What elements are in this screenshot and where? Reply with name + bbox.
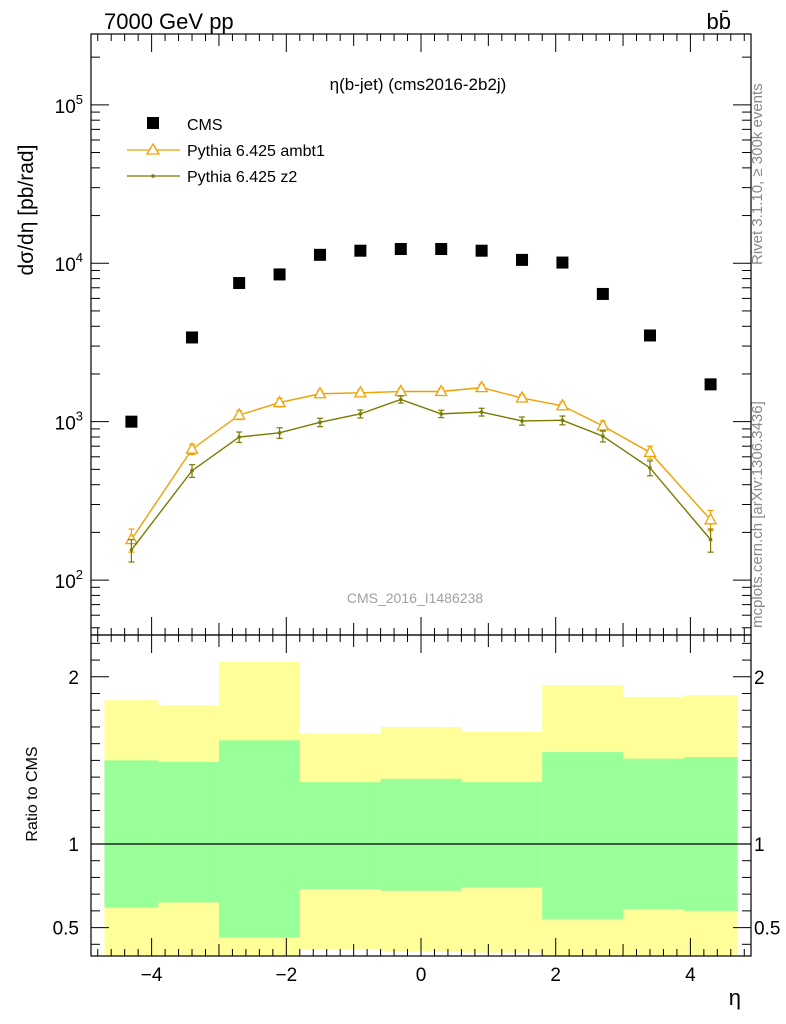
band-inner — [299, 782, 381, 890]
data-point-cms — [313, 248, 326, 261]
series-2 — [128, 395, 714, 563]
data-point-ambt1 — [185, 441, 199, 454]
legend-marker-z2 — [151, 174, 155, 178]
data-point-cms — [516, 253, 529, 266]
x-tick-label: 0 — [416, 965, 427, 986]
data-point-z2 — [601, 434, 605, 438]
legend-label-ambt1: Pythia 6.425 ambt1 — [187, 143, 325, 160]
series-line — [130, 386, 712, 541]
data-point-ambt1 — [596, 418, 610, 431]
data-point-ambt1 — [703, 512, 718, 525]
data-point-ambt1 — [353, 385, 367, 398]
data-point-cms — [394, 243, 407, 256]
y-tick-label-base: 10 — [55, 572, 76, 593]
band-inner — [623, 758, 684, 910]
data-point-cms — [704, 378, 717, 391]
legend-label-cms: CMS — [187, 117, 223, 134]
data-point-z2 — [560, 418, 565, 423]
data-point-ambt1 — [434, 384, 448, 397]
y-tick-label-base: 10 — [55, 97, 76, 118]
data-point-z2 — [648, 466, 652, 470]
data-point-z2 — [398, 397, 403, 402]
process-label: bb̄ — [707, 9, 731, 34]
band-inner — [158, 762, 219, 903]
y-tick-label: 104 — [55, 250, 83, 276]
ratio-axes: −4 −2 0 2 4 0.5 0.5 1 1 2 2 — [53, 634, 780, 986]
data-point-cms — [643, 329, 656, 342]
series-0 — [125, 243, 717, 428]
data-point-cms — [435, 243, 448, 256]
band-inner — [542, 752, 624, 920]
band-inner — [461, 782, 543, 888]
watermark: CMS_2016_I1486238 — [347, 590, 483, 606]
x-tick-label: 2 — [550, 965, 561, 986]
energy-label: 7000 GeV pp — [104, 9, 234, 34]
ratio-tick-label-right: 0.5 — [754, 919, 780, 940]
rivet-label: Rivet 3.1.10, ≥ 300k events — [749, 83, 766, 265]
data-point-z2 — [190, 468, 194, 473]
legend-label-z2: Pythia 6.425 z2 — [187, 169, 297, 186]
data-point-ambt1 — [475, 380, 489, 393]
data-point-z2 — [439, 412, 444, 416]
data-point-ambt1 — [394, 384, 408, 397]
y-axis-label: dσ/dη [pb/rad] — [15, 145, 38, 276]
source-label: mcplots.cern.ch [arXiv:1306.3436] — [749, 401, 766, 628]
data-point-z2 — [520, 419, 524, 423]
y-tick-label-exponent: 5 — [76, 92, 83, 107]
y-tick-label-exponent: 3 — [76, 409, 83, 424]
ratio-tick-label-right: 2 — [754, 668, 765, 689]
data-point-ambt1 — [313, 386, 327, 399]
ratio-tick-label-left: 0.5 — [53, 919, 79, 940]
band-inner — [104, 760, 159, 908]
data-point-ambt1 — [232, 407, 246, 420]
y-tick-label: 103 — [55, 409, 83, 435]
x-tick-label: 4 — [685, 965, 696, 986]
band-inner — [683, 757, 738, 911]
data-point-ambt1 — [643, 445, 657, 458]
ratio-tick-label-left: 1 — [68, 835, 79, 856]
ratio-tick-label-left: 2 — [68, 668, 79, 689]
data-point-z2 — [708, 537, 713, 542]
data-point-cms — [556, 256, 569, 269]
data-point-z2 — [129, 548, 134, 552]
series-line — [130, 398, 712, 551]
series-1 — [124, 380, 718, 553]
data-point-z2 — [237, 435, 241, 439]
ratio-y-axis-label: Ratio to CMS — [24, 746, 41, 841]
data-point-cms — [596, 287, 609, 300]
data-point-cms — [186, 331, 199, 344]
y-tick-label: 102 — [55, 567, 83, 593]
data-point-cms — [233, 277, 246, 290]
band-inner — [380, 778, 462, 891]
series-layer — [124, 243, 718, 563]
y-tick-label-base: 10 — [55, 255, 76, 276]
x-tick-label: −4 — [141, 965, 163, 986]
data-point-z2 — [277, 431, 282, 435]
data-point-cms — [273, 268, 286, 281]
data-point-z2 — [358, 412, 363, 416]
x-tick-label: −2 — [275, 965, 297, 986]
ratio-tick-label-right: 1 — [754, 835, 765, 856]
y-tick-label-exponent: 4 — [76, 250, 83, 265]
legend: CMS Pythia 6.425 ambt1 Pythia 6.425 z2 — [127, 117, 325, 186]
legend-marker-ambt1 — [145, 142, 161, 155]
legend-marker-cms — [147, 117, 159, 129]
data-point-z2 — [318, 420, 322, 425]
data-point-ambt1 — [515, 390, 529, 403]
data-point-cms — [125, 415, 138, 428]
y-tick-label: 105 — [55, 92, 83, 118]
data-point-ambt1 — [555, 398, 570, 411]
y-tick-label-exponent: 2 — [76, 567, 83, 582]
data-point-cms — [475, 244, 488, 257]
band-inner — [218, 740, 300, 938]
data-point-ambt1 — [272, 395, 287, 408]
chart-title: η(b-jet) (cms2016-2b2j) — [330, 75, 507, 94]
x-axis-label: η — [729, 985, 741, 1010]
data-point-z2 — [479, 410, 484, 414]
y-tick-label-base: 10 — [55, 414, 76, 435]
data-point-cms — [354, 244, 367, 257]
ratio-bands — [91, 661, 751, 956]
